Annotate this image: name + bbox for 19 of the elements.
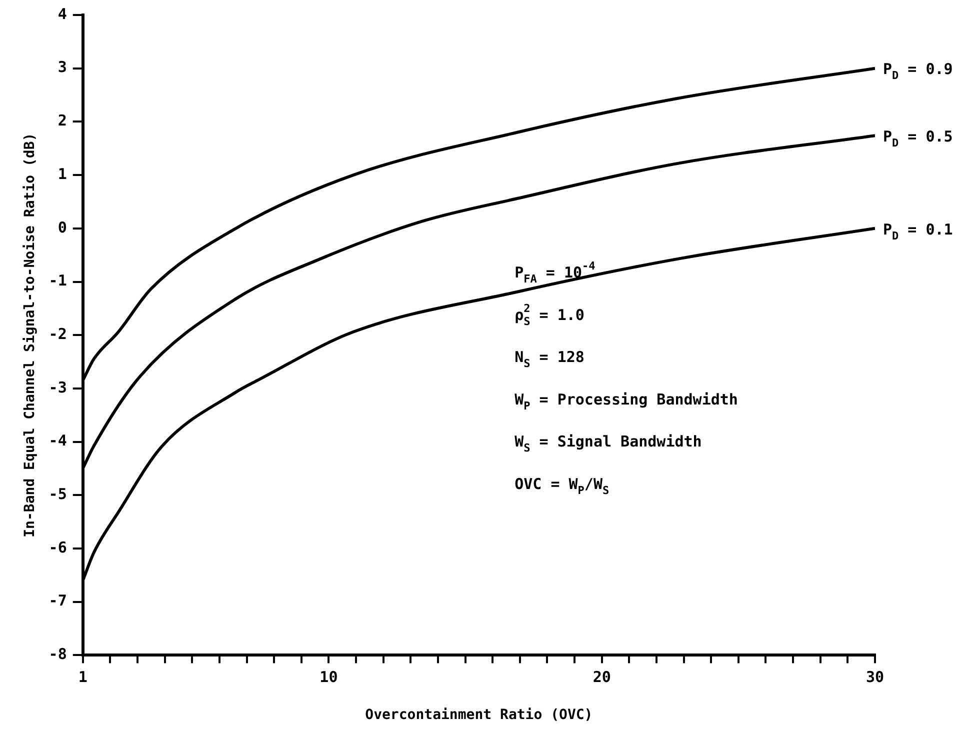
y-tick-label: -2 <box>48 324 67 343</box>
y-tick-label: 1 <box>58 164 67 183</box>
y-tick-label: 2 <box>58 112 67 130</box>
x-tick-label: 10 <box>320 668 338 686</box>
x-axis-title: Overcontainment Ratio (OVC) <box>365 707 593 724</box>
y-tick-label: 3 <box>58 58 67 76</box>
x-tick-label: 30 <box>866 668 884 686</box>
y-tick-label: 4 <box>58 4 67 23</box>
y-axis-title: In-Band Equal Channel Signal-to-Noise Ratio (dB) <box>22 132 38 538</box>
y-tick-label: -1 <box>48 272 67 290</box>
y-tick-label: -6 <box>48 538 67 556</box>
x-tick-label: 1 <box>78 668 88 686</box>
x-tick-label: 20 <box>592 668 611 686</box>
y-tick-label: -5 <box>48 485 67 504</box>
y-tick-label: 0 <box>58 218 67 236</box>
y-tick-label: -7 <box>48 592 67 610</box>
y-tick-label: -4 <box>48 432 67 450</box>
y-tick-label: -3 <box>48 378 67 396</box>
y-tick-label: -8 <box>48 645 67 664</box>
